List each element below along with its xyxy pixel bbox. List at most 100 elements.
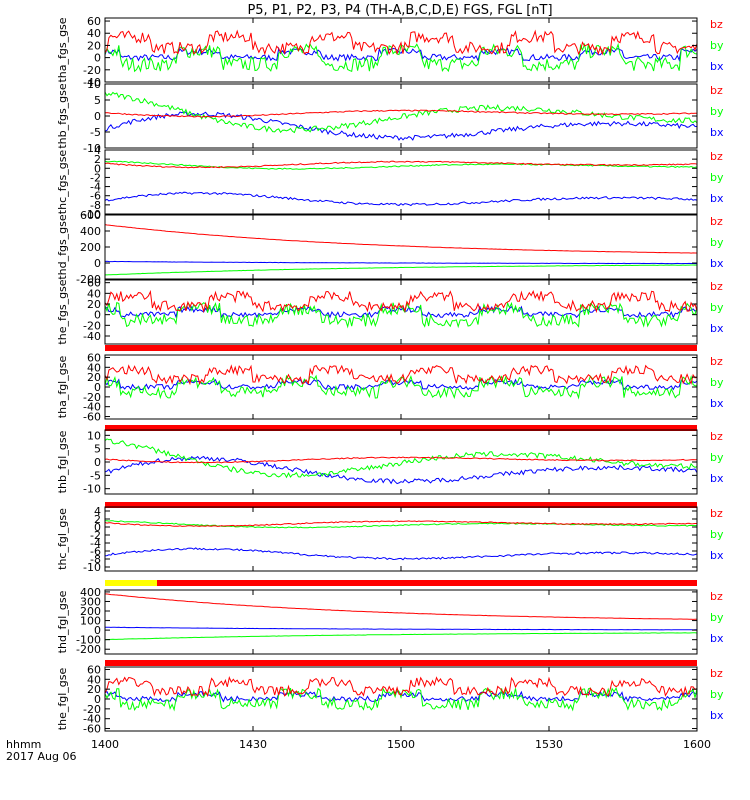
- y-tick-label: -4: [90, 537, 101, 550]
- y-tick-label: 0: [94, 162, 101, 175]
- y-tick-label: 200: [80, 605, 101, 618]
- y-tick-label: -40: [83, 713, 101, 726]
- y-tick-label: 0: [94, 381, 101, 394]
- y-tick-label: 0: [94, 521, 101, 534]
- y-tick-label: -40: [83, 76, 101, 89]
- y-tick-label: -8: [90, 199, 101, 212]
- legend-bz: bz: [710, 430, 723, 443]
- y-axis-label: tha_fgl_gse: [56, 356, 69, 419]
- y-tick-label: 10: [87, 429, 101, 442]
- time-axis-date-label: 2017 Aug 06: [6, 750, 76, 763]
- series-bz-the_fgs_gse: [104, 289, 698, 314]
- status-bar-3: [105, 660, 697, 666]
- y-tick-label: -60: [83, 723, 101, 736]
- series-bx-thc_fgs_gse: [104, 191, 698, 207]
- panel-frame: [104, 149, 698, 215]
- y-tick-label: -2: [90, 171, 101, 184]
- legend-bx: bx: [710, 632, 724, 645]
- legend-bz: bz: [710, 84, 723, 97]
- panel-frame: [104, 589, 698, 655]
- y-tick-label: 400: [80, 586, 101, 599]
- status-bar-2: [105, 502, 697, 508]
- legend-bx: bx: [710, 257, 724, 270]
- series-bx-thb_fgl_gse: [104, 455, 698, 485]
- y-tick-label: 0: [94, 257, 101, 270]
- legend-bz: bz: [710, 355, 723, 368]
- legend-bx: bx: [710, 322, 724, 335]
- series-by-the_fgs_gse: [104, 301, 698, 329]
- y-axis-label: thb_fgl_gse: [56, 430, 69, 493]
- legend-by: by: [710, 105, 724, 118]
- series-by-thd_fgl_gse: [104, 632, 698, 641]
- y-tick-label: -6: [90, 190, 101, 203]
- y-tick-label: 100: [80, 615, 101, 628]
- y-tick-label: -40: [83, 401, 101, 414]
- legend-bz: bz: [710, 18, 723, 31]
- status-bar-0: [105, 345, 697, 351]
- panel-frame: [104, 506, 698, 572]
- y-tick-label: 0: [94, 624, 101, 637]
- series-bz-tha_fgs_gse: [104, 29, 698, 56]
- y-tick-label: 600: [80, 209, 101, 222]
- panel-frame: [104, 666, 698, 732]
- x-tick-label: 1530: [535, 738, 563, 751]
- legend-by: by: [710, 39, 724, 52]
- y-tick-label: -20: [83, 319, 101, 332]
- y-tick-label: 0: [94, 693, 101, 706]
- y-tick-label: 400: [80, 225, 101, 238]
- y-tick-label: -100: [76, 634, 101, 647]
- legend-by: by: [710, 528, 724, 541]
- y-tick-label: 0: [94, 52, 101, 65]
- legend-bz: bz: [710, 507, 723, 520]
- legend-bx: bx: [710, 549, 724, 562]
- y-tick-label: -10: [83, 208, 101, 221]
- legend-bz: bz: [710, 667, 723, 680]
- y-tick-label: -8: [90, 553, 101, 566]
- legend-by: by: [710, 611, 724, 624]
- y-tick-label: 4: [94, 505, 101, 518]
- series-bz-thc_fgl_gse: [104, 520, 697, 527]
- legend-bz: bz: [710, 590, 723, 603]
- legend-by: by: [710, 376, 724, 389]
- series-bx-thd_fgl_gse: [105, 626, 697, 631]
- series-bx-thb_fgs_gse: [104, 111, 698, 141]
- y-tick-label: -60: [83, 411, 101, 424]
- panel-frame: [104, 214, 698, 280]
- y-tick-label: 2: [94, 513, 101, 526]
- series-by-the_fgl_gse: [104, 686, 698, 712]
- y-tick-label: 60: [87, 277, 101, 290]
- panel-thc_fgl_gse: 420-2-4-6-8-10 thc_fgl_gse bz by bx: [56, 505, 724, 574]
- y-tick-label: 20: [87, 371, 101, 384]
- x-tick-label: 1400: [91, 738, 119, 751]
- series-by-thd_fgs_gse: [105, 264, 698, 276]
- y-tick-label: 0: [94, 456, 101, 469]
- legend-bx: bx: [710, 60, 724, 73]
- y-tick-label: -40: [83, 330, 101, 343]
- y-tick-label: 40: [87, 27, 101, 40]
- y-tick-label: 5: [94, 94, 101, 107]
- legend-by: by: [710, 688, 724, 701]
- legend-bz: bz: [710, 215, 723, 228]
- status-bar-thd-yellow: [105, 580, 157, 586]
- y-tick-label: -20: [83, 703, 101, 716]
- series-bz-thb_fgl_gse: [104, 456, 697, 464]
- legend-bz: bz: [710, 280, 723, 293]
- y-tick-label: -5: [90, 126, 101, 139]
- y-axis-label: thc_fgs_gse: [56, 150, 69, 215]
- y-axis-label: thd_fgl_gse: [56, 590, 69, 653]
- y-tick-label: -10: [83, 142, 101, 155]
- y-tick-label: 40: [87, 287, 101, 300]
- y-tick-label: 20: [87, 683, 101, 696]
- y-tick-label: -10: [83, 483, 101, 496]
- y-axis-label: the_fgl_gse: [56, 668, 69, 731]
- status-bar-1: [105, 425, 697, 431]
- series-by-tha_fgs_gse: [104, 42, 698, 73]
- x-tick-label: 1430: [239, 738, 267, 751]
- panel-thb_fgs_gse: 10 5 0 -5 -10 thb_fgs_gse bz by bx: [56, 78, 724, 155]
- x-tick-label: 1500: [387, 738, 415, 751]
- y-tick-label: 40: [87, 361, 101, 374]
- legend-bx: bx: [710, 397, 724, 410]
